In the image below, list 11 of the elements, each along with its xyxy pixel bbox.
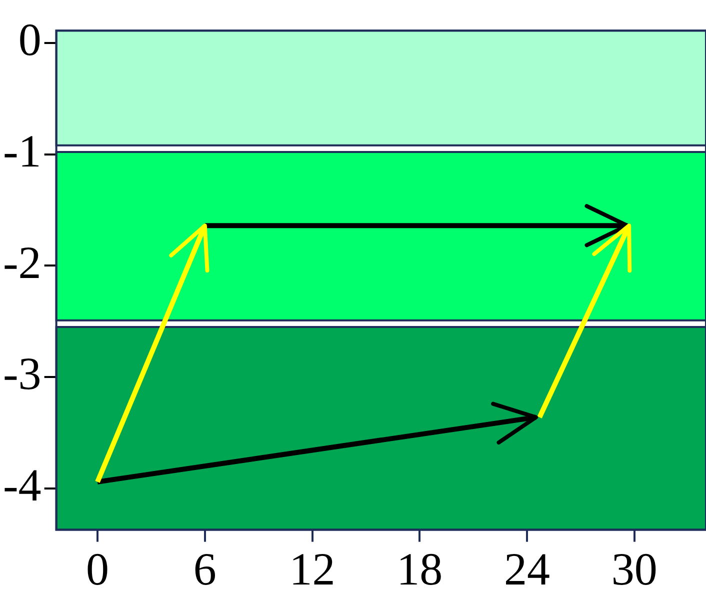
x-tick-label: 6: [193, 543, 216, 594]
x-tick-label: 18: [396, 543, 443, 594]
x-tick-label: 12: [289, 543, 336, 594]
x-tick-label: 0: [86, 543, 109, 594]
y-tick-label: -4: [2, 460, 42, 511]
y-tick-label: -1: [2, 125, 42, 176]
x-tick-label: 30: [611, 543, 658, 594]
x-tick-label: 24: [504, 543, 550, 594]
y-tick-label: -3: [2, 348, 42, 400]
y-tick-label: -2: [2, 236, 42, 288]
y-tick-label: 0: [18, 14, 42, 65]
